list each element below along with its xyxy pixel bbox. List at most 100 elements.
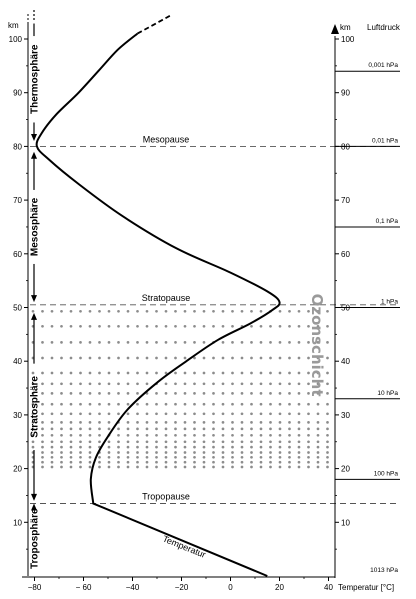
arrow-up-icon: [31, 312, 37, 320]
arrow-up-icon: [31, 503, 37, 511]
ozone-dot: [231, 324, 234, 328]
ozone-dot: [107, 460, 111, 464]
ozone-dot: [202, 427, 206, 431]
ozone-dot: [155, 402, 158, 406]
ozone-dot: [88, 460, 92, 464]
ozone-dot: [259, 412, 263, 416]
ozone-dot: [69, 433, 73, 437]
ozone-dot: [117, 382, 120, 386]
ozone-dot: [326, 392, 329, 395]
ozone-dot: [269, 445, 272, 449]
ozone-dot: [69, 371, 73, 375]
ozone-dot: [193, 455, 196, 459]
ozone-dot: [136, 341, 139, 344]
ozone-dot: [107, 427, 111, 431]
bottom-tick-label: 0: [228, 583, 233, 592]
ozone-dot: [316, 455, 320, 459]
ozone-dot: [117, 324, 120, 328]
ozone-dot: [117, 392, 120, 395]
ozone-dot: [60, 427, 63, 431]
ozone-dot: [145, 371, 149, 375]
ozone-dot: [136, 427, 139, 431]
ozone-dot: [50, 465, 54, 469]
ozone-dot: [50, 324, 54, 328]
ozone-dot: [183, 412, 187, 416]
ozone-dot: [259, 402, 263, 406]
ozone-dot: [193, 371, 196, 375]
ozone-dot: [316, 309, 320, 313]
ozone-dot: [136, 460, 139, 464]
ozone-dot: [297, 402, 301, 406]
ozone-dot: [98, 382, 101, 386]
ozone-dot: [174, 421, 177, 424]
ozone-dot: [155, 465, 158, 469]
ozone-dot: [174, 412, 177, 416]
ozone-dot: [107, 392, 111, 395]
ozone-dot: [164, 465, 168, 469]
ozone-dot: [326, 451, 329, 454]
ozone-dot: [297, 382, 301, 386]
ozone-dot: [107, 421, 111, 424]
ozone-dot: [41, 324, 44, 328]
ozone-dot: [278, 440, 282, 444]
ozone-dot: [278, 412, 282, 416]
ozone-dot: [221, 402, 225, 406]
ozone-dot: [269, 427, 272, 431]
ozone-dot: [136, 455, 139, 459]
right-tick-label: 50: [341, 304, 350, 313]
ozone-dot: [231, 465, 234, 469]
ozone-dot: [193, 392, 196, 395]
ozone-dot: [288, 356, 291, 360]
ozone-dot: [297, 427, 301, 431]
ozone-dot: [221, 309, 225, 313]
ozone-dot: [88, 433, 92, 437]
ozone-dot: [307, 421, 310, 424]
ozone-dot: [212, 421, 215, 424]
ozone-dot: [288, 341, 291, 344]
right-tick-label: 60: [341, 250, 350, 259]
ozone-dot: [183, 421, 187, 424]
ozone-dot: [288, 445, 291, 449]
ozone-dot: [145, 421, 149, 424]
ozone-dot: [79, 309, 82, 313]
ozone-dot: [316, 465, 320, 469]
ozone-dot: [31, 392, 35, 395]
ozone-dot: [212, 371, 215, 375]
ozone-dot: [126, 309, 130, 313]
ozone-dot: [50, 309, 54, 313]
ozone-dot: [183, 382, 187, 386]
pressure-title: Luftdruck: [367, 23, 401, 32]
ozone-dot: [41, 371, 44, 375]
ozone-dot: [326, 382, 329, 386]
ozone-dot: [183, 433, 187, 437]
ozone-dot: [60, 324, 63, 328]
ozone-dot: [326, 460, 329, 464]
ozone-dot: [326, 309, 329, 313]
ozone-dot: [126, 427, 130, 431]
ozone-dot: [240, 371, 244, 375]
ozone-dot: [297, 341, 301, 344]
ozone-dot: [145, 324, 149, 328]
ozone-dot: [88, 451, 92, 454]
ozone-dot: [259, 433, 263, 437]
ozone-dot: [212, 402, 215, 406]
ozone-dot: [193, 440, 196, 444]
ozone-dot: [326, 440, 329, 444]
ozone-dot: [278, 371, 282, 375]
ozone-dot: [212, 309, 215, 313]
ozone-dot: [250, 356, 253, 360]
ozone-dot: [164, 460, 168, 464]
ozone-dot: [31, 440, 35, 444]
ozone-dot: [183, 445, 187, 449]
ozone-dot: [126, 445, 130, 449]
ozone-dot: [69, 460, 73, 464]
ozone-dot: [288, 433, 291, 437]
ozone-dot: [69, 465, 73, 469]
ozone-dot: [297, 455, 301, 459]
ozone-dot: [326, 412, 329, 416]
ozone-dot: [50, 392, 54, 395]
ozone-dot: [307, 402, 310, 406]
ozone-dot: [155, 309, 158, 313]
ozone-dot: [221, 371, 225, 375]
ozone-dot: [231, 309, 234, 313]
